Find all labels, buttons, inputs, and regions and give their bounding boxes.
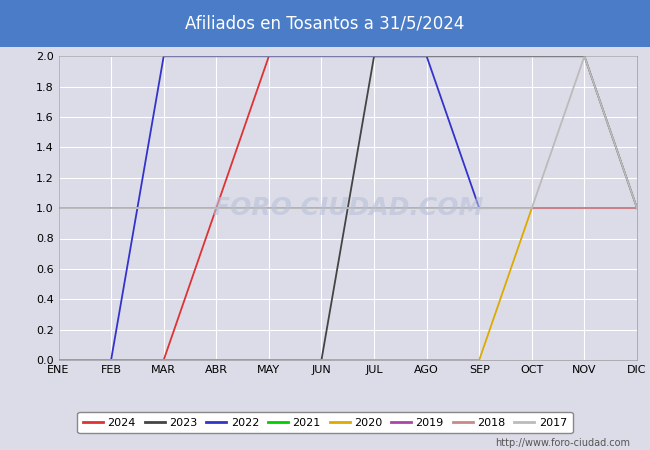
Text: Afiliados en Tosantos a 31/5/2024: Afiliados en Tosantos a 31/5/2024 xyxy=(185,14,465,33)
Text: http://www.foro-ciudad.com: http://www.foro-ciudad.com xyxy=(495,438,630,448)
Text: FORO CIUDAD.COM: FORO CIUDAD.COM xyxy=(213,196,483,220)
Legend: 2024, 2023, 2022, 2021, 2020, 2019, 2018, 2017: 2024, 2023, 2022, 2021, 2020, 2019, 2018… xyxy=(77,412,573,433)
